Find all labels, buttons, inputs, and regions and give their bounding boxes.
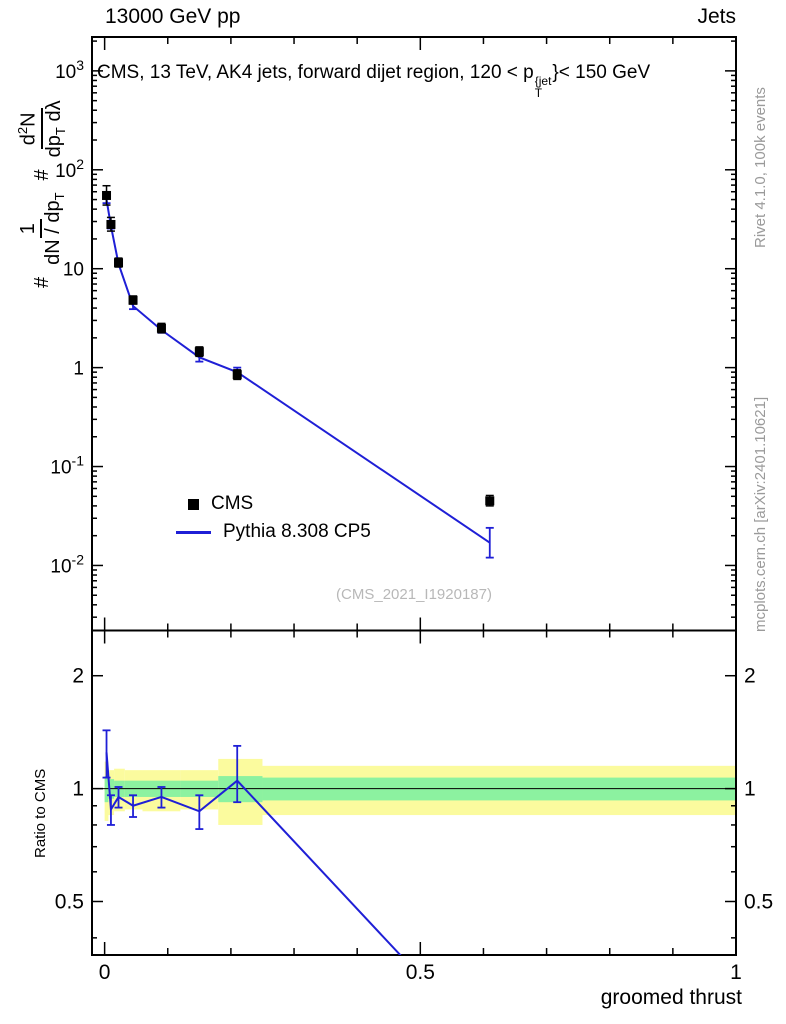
x-axis-title: groomed thrust	[600, 986, 742, 1009]
svg-text:0.5: 0.5	[55, 890, 84, 913]
svg-text:1: 1	[730, 961, 742, 984]
axis-ticks	[92, 37, 737, 955]
svg-text:102: 102	[55, 156, 84, 182]
fraction-d2n: d2N dpT dλ	[15, 100, 68, 158]
mcplots-reference-note: mcplots.cern.ch [arXiv:2401.10621]	[752, 396, 769, 632]
legend-row-pythia: Pythia 8.308 CP5	[176, 518, 371, 546]
plot-title-sub: T	[534, 86, 543, 100]
svg-text:0.5: 0.5	[744, 890, 773, 913]
svg-text:10-1: 10-1	[50, 453, 84, 479]
analysis-id-watermark: (CMS_2021_I1920187)	[336, 586, 492, 603]
cms-series	[102, 184, 495, 507]
svg-text:103: 103	[55, 57, 84, 83]
svg-text:1: 1	[744, 778, 756, 801]
hash-symbol: #	[30, 276, 53, 288]
beam-energy-label: 13000 GeV pp	[105, 5, 241, 28]
rivet-version-note: Rivet 4.1.0, 100k events	[752, 87, 769, 248]
cms-marker-icon	[188, 498, 199, 510]
pt-jet-supsub: {jet T	[535, 75, 552, 99]
pythia-line-icon	[176, 530, 211, 534]
legend-pythia-label: Pythia 8.308 CP5	[223, 521, 371, 542]
plot-title-sup: {jet	[534, 74, 552, 88]
ratio-bands	[92, 758, 736, 825]
plot-title-post: }< 150 GeV	[552, 62, 651, 83]
svg-text:2: 2	[72, 665, 84, 688]
plot-title: CMS, 13 TeV, AK4 jets, forward dijet reg…	[97, 62, 650, 99]
fraction-one-over-dndpt: 1 dN / dpT	[16, 192, 67, 265]
plot-title-pre: CMS, 13 TeV, AK4 jets, forward dijet reg…	[97, 62, 534, 83]
axis-tick-labels: 10-2 10-1 1 10 102 103 0.5 0.5 1 1 2 2 0 0.5 1	[50, 57, 773, 984]
legend: CMS Pythia 8.308 CP5	[176, 490, 371, 546]
ratio-series	[102, 729, 402, 955]
hash-symbol: #	[30, 169, 53, 181]
svg-text:1: 1	[72, 778, 84, 801]
svg-text:1: 1	[73, 359, 84, 380]
svg-text:0: 0	[99, 961, 111, 984]
y-axis-title-main: # 1 dN / dpT # d2N dpT dλ	[15, 96, 69, 288]
svg-text:0.5: 0.5	[406, 961, 435, 984]
legend-row-cms: CMS	[176, 490, 371, 518]
legend-cms-label: CMS	[211, 493, 254, 514]
ratio-panel-frame	[91, 629, 737, 956]
svg-text:2: 2	[744, 665, 756, 688]
process-label: Jets	[697, 5, 736, 28]
y-axis-title-ratio: Ratio to CMS	[32, 768, 49, 858]
svg-text:10: 10	[63, 260, 84, 281]
svg-text:10-2: 10-2	[50, 551, 84, 577]
